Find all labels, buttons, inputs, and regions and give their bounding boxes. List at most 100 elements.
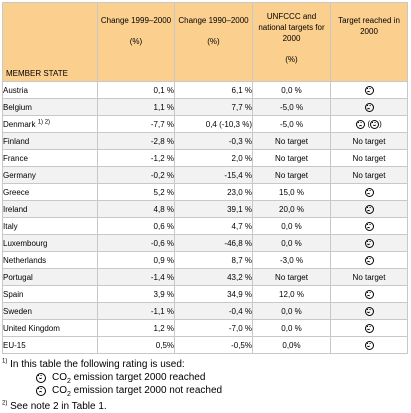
change-1990-2000-cell: 8,7 %	[174, 251, 253, 269]
target-cell: 12,0 %	[252, 285, 331, 303]
change-1990-2000-cell: -0,5%	[174, 336, 253, 354]
target-cell: No target	[252, 166, 331, 184]
target-cell: No target	[252, 268, 331, 286]
member-state-cell: Luxembourg	[2, 234, 98, 252]
target-cell: 0,0 %	[252, 319, 331, 337]
table-row: Greece 5,2 % 23,0 % 15,0 %	[2, 183, 408, 201]
frowning-face-icon	[364, 221, 374, 231]
footnote-2: 2) See note 2 in Table 1.	[2, 400, 407, 413]
table-row: Netherlands 0,9 % 8,7 % -3,0 %	[2, 251, 408, 269]
smiley-face-icon	[36, 372, 46, 383]
target-cell: 0,0 %	[252, 302, 331, 320]
target-reached-cell: No target	[330, 149, 408, 167]
member-state-cell: Italy	[2, 217, 98, 235]
header-unit: (%)	[129, 37, 143, 46]
target-cell: -5,0 %	[252, 98, 331, 116]
target-cell: 0,0 %	[252, 81, 331, 99]
change-1990-2000-cell: 6,1 %	[174, 81, 253, 99]
change-1990-2000-cell: 39,1 %	[174, 200, 253, 218]
change-1999-2000-cell: 0,1 %	[97, 81, 175, 99]
change-1990-2000-cell: 43,2 %	[174, 268, 253, 286]
footnote-1: 1) In this table the following rating is…	[2, 358, 407, 371]
target-reached-cell: No target	[330, 166, 408, 184]
footnote-marker: 2)	[2, 400, 8, 407]
target-reached-cell: ()	[330, 115, 408, 133]
legend-item-reached: CO2 emission target 2000 reached	[36, 371, 407, 385]
header-unit: (%)	[207, 37, 220, 46]
change-1990-2000-cell: 34,9 %	[174, 285, 253, 303]
frowning-face-icon	[364, 289, 374, 299]
member-state-cell: Sweden	[2, 302, 98, 320]
footnote-marker: 1) 2)	[37, 118, 51, 125]
frowning-face-icon	[364, 255, 374, 265]
table-row: France -1,2 % 2,0 % No target No target	[2, 149, 408, 167]
change-1999-2000-cell: -1,1 %	[97, 302, 175, 320]
change-1999-2000-cell: 1,2 %	[97, 319, 175, 337]
member-state-cell: Finland	[2, 132, 98, 150]
table-row: Austria 0,1 % 6,1 % 0,0 %	[2, 81, 408, 99]
target-reached-cell	[330, 200, 408, 218]
footnote-marker: 1)	[2, 358, 8, 365]
legend-item-not-reached: CO2 emission target 2000 not reached	[36, 384, 407, 398]
smiley-face-icon	[364, 323, 374, 333]
change-1999-2000-cell: 5,2 %	[97, 183, 175, 201]
target-cell: -3,0 %	[252, 251, 331, 269]
member-state-cell: France	[2, 149, 98, 167]
frowning-face-icon	[356, 119, 366, 129]
frowning-face-icon	[364, 85, 374, 95]
change-1999-2000-cell: -7,7 %	[97, 115, 175, 133]
frowning-face-icon	[364, 204, 374, 214]
emissions-table: MEMBER STATE Change 1999–2000 (%) Change…	[2, 2, 408, 354]
frowning-face-icon	[36, 385, 46, 396]
member-state-cell: Ireland	[2, 200, 98, 218]
target-reached-cell	[330, 81, 408, 99]
target-reached-cell	[330, 98, 408, 116]
smiley-face-icon	[364, 238, 374, 248]
member-state-cell: Germany	[2, 166, 98, 184]
rating-legend: CO2 emission target 2000 reached CO2 emi…	[36, 371, 407, 398]
change-1990-2000-cell: 0,4 (-10,3 %)	[174, 115, 253, 133]
member-state-cell: Netherlands	[2, 251, 98, 269]
change-1999-2000-cell: -0,2 %	[97, 166, 175, 184]
change-1999-2000-cell: 0,9 %	[97, 251, 175, 269]
change-1990-2000-cell: 7,7 %	[174, 98, 253, 116]
header-change-1999-2000: Change 1999–2000 (%)	[97, 2, 175, 82]
frowning-face-icon	[364, 102, 374, 112]
target-reached-cell: No target	[330, 132, 408, 150]
member-state-cell: Portugal	[2, 268, 98, 286]
target-reached-cell	[330, 302, 408, 320]
table-row: Ireland 4,8 % 39,1 % 20,0 %	[2, 200, 408, 218]
target-cell: No target	[252, 149, 331, 167]
header-title: Change 1999–2000	[100, 16, 172, 25]
target-reached-cell	[330, 234, 408, 252]
table-row: Portugal -1,4 % 43,2 % No target No target	[2, 268, 408, 286]
change-1990-2000-cell: 4,7 %	[174, 217, 253, 235]
target-cell: 15,0 %	[252, 183, 331, 201]
change-1990-2000-cell: 23,0 %	[174, 183, 253, 201]
change-1999-2000-cell: 0,5%	[97, 336, 175, 354]
header-title: Target reached in 2000	[338, 16, 400, 36]
legend-label: CO2 emission target 2000 reached	[52, 372, 206, 385]
header-title: Change 1990–2000	[178, 16, 249, 25]
change-1999-2000-cell: 1,1 %	[97, 98, 175, 116]
table-row: Germany -0,2 % -15,4 % No target No target	[2, 166, 408, 184]
smiley-face-icon	[370, 119, 380, 129]
target-cell: 0,0 %	[252, 217, 331, 235]
change-1990-2000-cell: -7,0 %	[174, 319, 253, 337]
member-state-cell: EU-15	[2, 336, 98, 354]
target-reached-cell	[330, 319, 408, 337]
member-state-cell: Greece	[2, 183, 98, 201]
target-reached-cell	[330, 285, 408, 303]
member-state-cell: Spain	[2, 285, 98, 303]
table-row: Italy 0,6 % 4,7 % 0,0 %	[2, 217, 408, 235]
target-reached-cell	[330, 183, 408, 201]
change-1999-2000-cell: 4,8 %	[97, 200, 175, 218]
change-1990-2000-cell: 2,0 %	[174, 149, 253, 167]
target-reached-cell	[330, 336, 408, 354]
table-row: Belgium 1,1 % 7,7 % -5,0 %	[2, 98, 408, 116]
target-cell: -5,0 %	[252, 115, 331, 133]
footnote-text: In this table the following rating is us…	[10, 359, 185, 370]
target-reached-cell: No target	[330, 268, 408, 286]
header-target-reached: Target reached in 2000	[330, 2, 408, 82]
header-unit: (%)	[285, 55, 298, 64]
